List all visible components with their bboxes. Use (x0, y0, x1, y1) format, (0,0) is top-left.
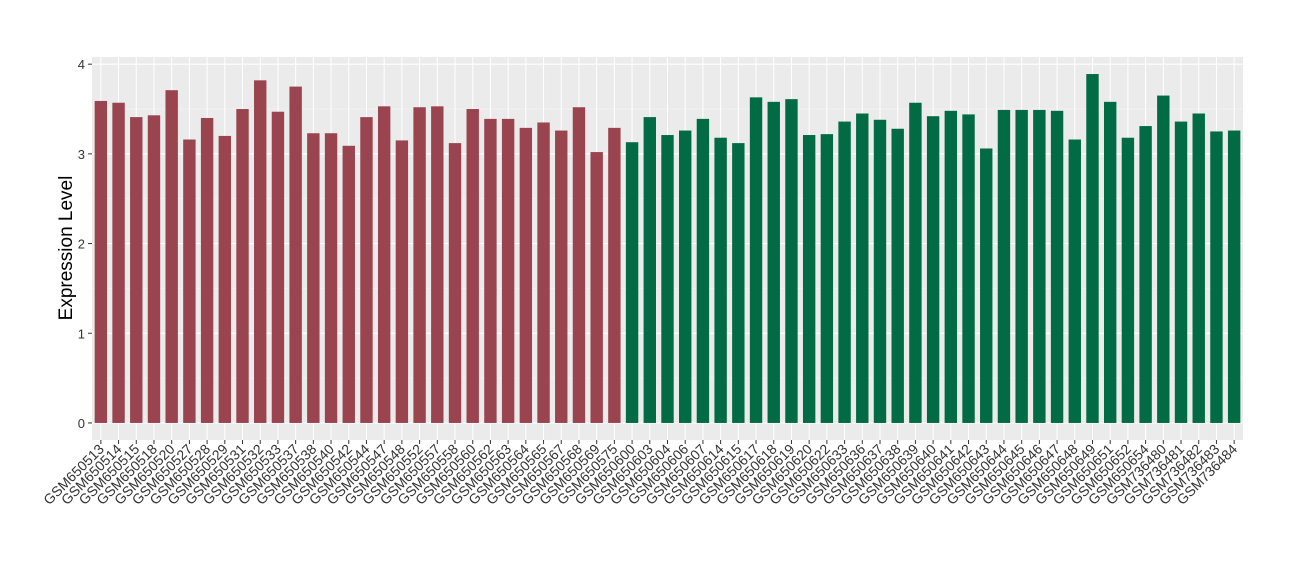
bar (307, 133, 320, 423)
bar (342, 145, 355, 423)
bar (324, 133, 338, 423)
bar (785, 99, 798, 423)
bar (289, 86, 302, 423)
y-tick-label: 0 (78, 416, 85, 431)
bar (112, 102, 125, 423)
bar (466, 109, 479, 423)
y-tick-label: 1 (78, 326, 85, 341)
bar (377, 106, 391, 423)
bar (1227, 130, 1241, 423)
bar (572, 107, 586, 423)
bar (448, 143, 462, 423)
bar (395, 140, 409, 423)
bar (271, 111, 285, 423)
bar (431, 106, 444, 423)
bar (732, 143, 745, 423)
bar (1174, 121, 1188, 423)
bar (360, 117, 373, 423)
bar (696, 118, 710, 423)
bar (1086, 74, 1099, 423)
bar (130, 117, 143, 423)
bar (236, 109, 249, 423)
bar (200, 117, 214, 423)
bar (802, 135, 816, 423)
y-axis-label: Expression Level (56, 176, 77, 321)
bar (165, 90, 178, 423)
bar (1068, 139, 1081, 423)
bar (767, 101, 780, 423)
bar (820, 134, 834, 423)
bar (980, 148, 993, 423)
bar (501, 118, 515, 423)
bar (909, 102, 922, 423)
bar (873, 119, 887, 423)
bar (218, 135, 232, 423)
bar (749, 97, 763, 423)
y-tick-label: 3 (78, 147, 85, 162)
bar (1103, 101, 1117, 423)
bar (1210, 131, 1223, 423)
y-tick-label: 2 (78, 237, 85, 252)
bar (997, 109, 1011, 423)
y-tick-label: 4 (78, 57, 85, 72)
bar (1033, 109, 1046, 423)
bar (625, 142, 639, 423)
bar (1157, 95, 1170, 423)
bar (1192, 113, 1205, 423)
bar (714, 137, 727, 423)
bar (944, 110, 958, 423)
bar (94, 100, 108, 423)
bar (926, 116, 940, 423)
bar (1050, 110, 1064, 423)
bar (1015, 109, 1028, 423)
bar (838, 121, 851, 423)
bar (590, 152, 603, 423)
bar (962, 114, 975, 423)
bar (1121, 137, 1135, 423)
bar (608, 127, 621, 423)
bar (183, 139, 196, 423)
bar (519, 127, 533, 423)
bar (679, 130, 692, 423)
bar (1139, 126, 1152, 423)
bar (413, 107, 426, 423)
bar (537, 122, 550, 423)
bar (484, 118, 497, 423)
bar (856, 113, 869, 423)
bar (891, 128, 904, 423)
bar (254, 80, 267, 423)
bar (661, 135, 674, 423)
bar (555, 130, 568, 423)
bar (147, 115, 161, 423)
bar (643, 117, 656, 423)
